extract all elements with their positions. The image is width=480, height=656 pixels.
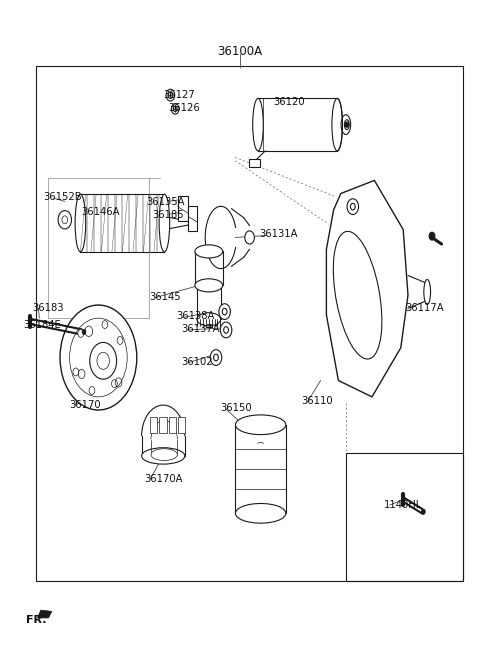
- Bar: [36, 66, 463, 581]
- Text: 36184E: 36184E: [23, 319, 61, 330]
- Ellipse shape: [332, 98, 343, 151]
- Circle shape: [345, 122, 348, 127]
- Ellipse shape: [236, 504, 286, 523]
- Bar: [195, 251, 223, 285]
- Text: 36146A: 36146A: [82, 207, 120, 217]
- Text: FR.: FR.: [26, 615, 47, 625]
- Circle shape: [219, 304, 230, 319]
- Polygon shape: [37, 610, 52, 618]
- Bar: [150, 417, 157, 433]
- Ellipse shape: [159, 194, 170, 252]
- Ellipse shape: [424, 279, 431, 304]
- Text: 36152B: 36152B: [43, 192, 82, 202]
- Text: 36120: 36120: [274, 96, 305, 107]
- Circle shape: [429, 232, 435, 240]
- Text: 36135A: 36135A: [146, 197, 185, 207]
- Circle shape: [421, 509, 425, 514]
- Bar: [81, 194, 165, 252]
- Circle shape: [210, 350, 222, 365]
- Circle shape: [73, 368, 79, 376]
- Ellipse shape: [333, 232, 382, 359]
- Circle shape: [111, 380, 117, 388]
- Bar: [188, 206, 197, 231]
- Bar: [169, 417, 176, 433]
- Circle shape: [347, 199, 359, 215]
- Ellipse shape: [151, 449, 178, 461]
- Bar: [258, 98, 337, 151]
- Text: 36117A: 36117A: [406, 303, 444, 314]
- Bar: [197, 285, 221, 319]
- Circle shape: [82, 329, 86, 335]
- Ellipse shape: [252, 98, 263, 151]
- Bar: [236, 425, 286, 513]
- Text: 36137A: 36137A: [181, 324, 220, 335]
- Text: 36170A: 36170A: [144, 474, 182, 484]
- Circle shape: [245, 231, 254, 244]
- Bar: [346, 453, 463, 581]
- Circle shape: [117, 337, 123, 344]
- Bar: [178, 196, 188, 221]
- Text: 36131A: 36131A: [259, 229, 298, 239]
- Ellipse shape: [195, 245, 223, 258]
- Bar: [250, 159, 260, 167]
- Text: 36170: 36170: [70, 400, 101, 411]
- Ellipse shape: [197, 313, 221, 326]
- Text: 36185: 36185: [153, 209, 184, 220]
- Ellipse shape: [341, 115, 350, 134]
- Circle shape: [78, 329, 84, 337]
- Text: 1140HL: 1140HL: [384, 500, 422, 510]
- Text: 36183: 36183: [33, 303, 64, 314]
- Circle shape: [220, 322, 232, 338]
- Text: 36100A: 36100A: [217, 45, 263, 58]
- Text: 36102: 36102: [181, 357, 213, 367]
- Circle shape: [90, 342, 117, 379]
- Circle shape: [102, 321, 108, 329]
- Ellipse shape: [345, 119, 349, 129]
- Text: 36110: 36110: [301, 396, 333, 407]
- Text: 36145: 36145: [149, 291, 180, 302]
- Ellipse shape: [142, 447, 185, 464]
- Circle shape: [60, 305, 137, 410]
- Ellipse shape: [75, 194, 86, 252]
- Text: 36138A: 36138A: [177, 311, 215, 321]
- Bar: [159, 417, 167, 433]
- Bar: [178, 417, 185, 433]
- Ellipse shape: [166, 89, 175, 101]
- Text: 36150: 36150: [220, 403, 252, 413]
- Text: 36126: 36126: [168, 103, 200, 113]
- Text: 36127: 36127: [163, 90, 195, 100]
- Circle shape: [89, 386, 95, 394]
- Polygon shape: [326, 180, 408, 397]
- Ellipse shape: [236, 415, 286, 435]
- Ellipse shape: [171, 104, 179, 114]
- Ellipse shape: [195, 279, 223, 292]
